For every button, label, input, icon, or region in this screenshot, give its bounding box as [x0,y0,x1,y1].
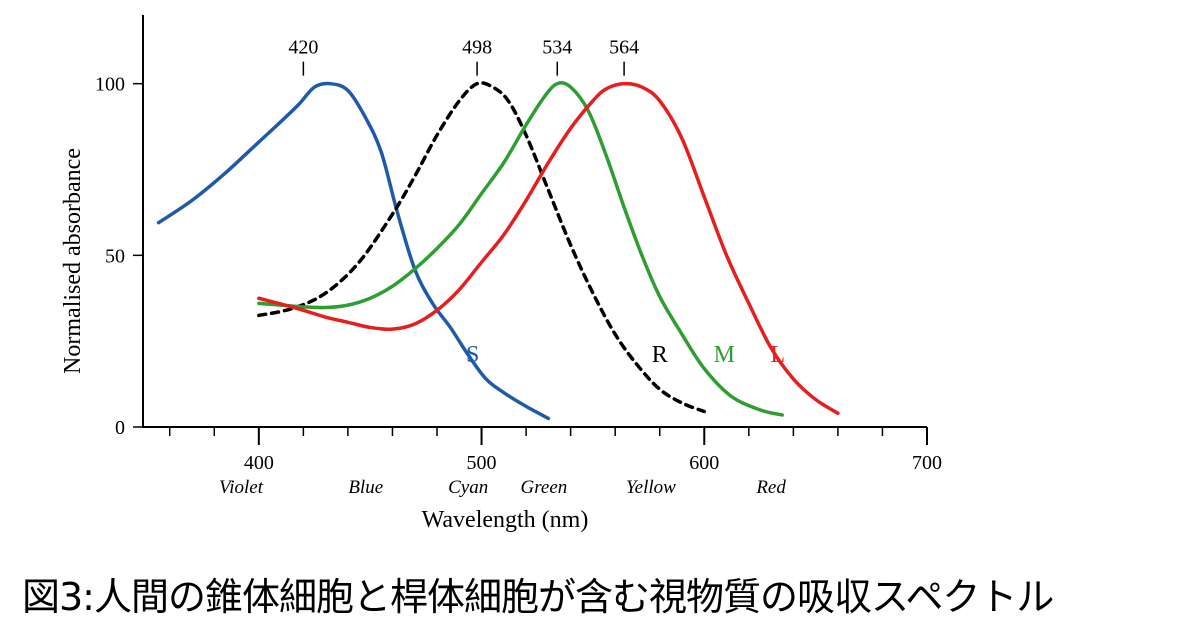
x-axis-title: Wavelength (nm) [422,507,589,533]
color-band-label: Green [521,477,568,498]
series-L-label: L [770,342,785,368]
series-M-line [257,81,784,417]
figure-caption: 図3:人間の錐体細胞と桿体細胞が含む視物質の吸収スペクトル [22,575,1054,619]
series-R-line [257,81,707,414]
x-tick-label: 600 [689,452,719,474]
y-axis-title: Normalised absorbance [60,148,86,374]
peak-marker-label: 534 [542,37,572,59]
color-band-label: Blue [348,477,383,498]
absorbance-chart: 0 50 100 400 500 600 700 Violet Blue Cyan Green Yel… [60,15,942,533]
series-M-label: M [714,342,735,368]
y-tick-label: 50 [105,245,125,267]
series-S-line [156,81,551,421]
peak-marker-label: 564 [609,37,639,59]
peak-marker-label: 420 [288,37,318,59]
series-S-label: S [466,342,479,368]
color-band-label: Violet [219,477,264,498]
series-L-line [257,81,840,416]
series-R-label: R [652,342,668,368]
y-tick-label: 100 [95,74,125,96]
x-tick-label: 400 [244,452,274,474]
x-tick-label: 700 [912,452,942,474]
peak-marker-label: 498 [462,37,492,59]
color-band-label: Cyan [448,477,488,498]
x-tick-label: 500 [467,452,497,474]
color-band-label: Yellow [626,477,676,498]
color-band-label: Red [755,477,786,498]
y-tick-label: 0 [115,417,125,439]
